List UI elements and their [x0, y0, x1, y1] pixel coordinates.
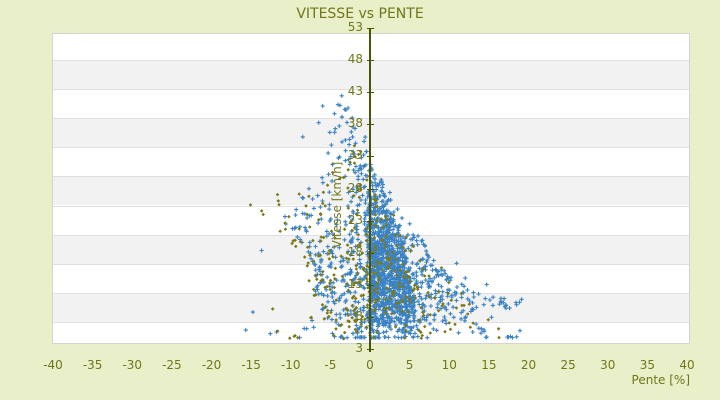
x-tick-label: -10 — [280, 358, 301, 372]
y-tick-mark — [367, 188, 374, 190]
y-tick-mark — [367, 28, 374, 29]
chart-title: VITESSE vs PENTE — [296, 6, 424, 22]
x-tick-label: 30 — [600, 358, 616, 372]
x-tick-label: -25 — [162, 358, 182, 372]
scatter-points-layer — [243, 93, 524, 341]
y-tick-mark — [367, 156, 374, 158]
x-tick-label: 20 — [520, 358, 537, 372]
y-tick-mark — [367, 92, 374, 94]
y-tick-label: 38 — [347, 116, 363, 131]
x-tick-label: 5 — [405, 358, 414, 372]
y-axis-title: Vitesse [km/h] — [330, 161, 344, 249]
x-tick-label: -35 — [82, 358, 103, 372]
y-tick-mark — [367, 284, 374, 286]
x-tick-label: 10 — [441, 358, 457, 372]
y-tick-label: 28 — [347, 180, 363, 195]
series-diamond-markers — [248, 144, 501, 341]
y-tick-label: 33 — [347, 148, 363, 163]
y-tick-mark — [367, 60, 374, 62]
x-axis-title: Pente [%] — [631, 373, 690, 387]
plot-band — [53, 89, 689, 118]
series-plus-markers — [243, 93, 524, 340]
plot-band — [53, 147, 689, 176]
y-tick-label: 13 — [347, 276, 363, 291]
x-tick-label: -30 — [122, 358, 143, 372]
x-tick-label: -40 — [43, 358, 63, 372]
y-tick-mark — [367, 349, 374, 350]
x-tick-label: -15 — [241, 358, 261, 372]
plot-band — [53, 60, 689, 90]
y-tick-label: 8 — [355, 308, 363, 323]
y-tick-label: 18 — [347, 244, 363, 259]
x-tick-label: 35 — [639, 358, 656, 372]
y-tick-label: 53 — [347, 20, 363, 34]
x-tick-label: 15 — [481, 358, 497, 372]
y-tick-label: 3 — [355, 341, 363, 355]
y-tick-label: 43 — [347, 84, 363, 99]
x-tick-label: 0 — [366, 358, 374, 372]
y-tick-mark — [367, 124, 374, 126]
x-tick-label: -5 — [324, 358, 337, 372]
x-tick-label: 25 — [560, 358, 576, 372]
y-tick-label: 23 — [347, 212, 363, 227]
y-tick-mark — [367, 316, 374, 318]
x-tick-label: -20 — [201, 358, 222, 372]
zero-axis-line — [369, 29, 371, 352]
y-tick-mark — [367, 252, 374, 254]
plot-band — [53, 118, 689, 148]
x-tick-label: 40 — [679, 358, 695, 372]
y-tick-mark — [367, 220, 374, 222]
y-tick-label: 48 — [347, 52, 363, 67]
